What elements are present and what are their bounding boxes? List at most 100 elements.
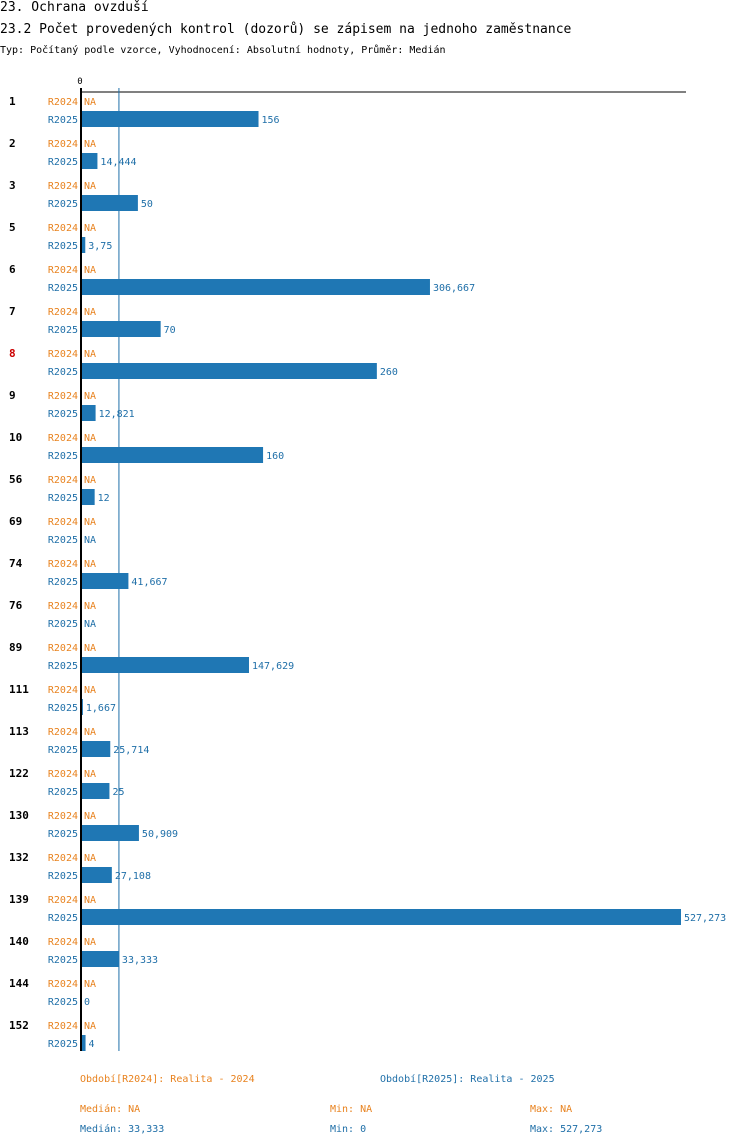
series-label-r2024: R2024 — [48, 811, 78, 822]
data-label-r2024: NA — [84, 265, 96, 276]
data-label-r2025: NA — [84, 619, 96, 630]
category-label: 152 — [9, 1019, 29, 1032]
series-label-r2024: R2024 — [48, 727, 78, 738]
data-label-r2025: 0 — [84, 997, 90, 1008]
series-label-r2024: R2024 — [48, 559, 78, 570]
series-label-r2025: R2025 — [48, 199, 78, 210]
bar-r2025 — [81, 951, 119, 967]
series-label-r2025: R2025 — [48, 829, 78, 840]
bar-r2025 — [81, 111, 259, 127]
data-label-r2025: 27,108 — [115, 871, 151, 882]
bar-r2025 — [81, 447, 264, 463]
series-label-r2025: R2025 — [48, 703, 78, 714]
stat-max-2025: Max: 527,273 — [530, 1124, 603, 1135]
category-label: 2 — [9, 137, 16, 150]
category-label: 10 — [9, 431, 22, 444]
bar-r2025 — [81, 279, 430, 295]
category-label: 1 — [9, 95, 16, 108]
data-label-r2024: NA — [84, 769, 96, 780]
series-label-r2024: R2024 — [48, 853, 78, 864]
data-label-r2025: 14,444 — [100, 157, 136, 168]
data-label-r2025: 527,273 — [684, 913, 726, 924]
series-label-r2024: R2024 — [48, 517, 78, 528]
series-label-r2025: R2025 — [48, 325, 78, 336]
category-label: 132 — [9, 851, 29, 864]
series-label-r2024: R2024 — [48, 475, 78, 486]
series-label-r2024: R2024 — [48, 433, 78, 444]
bar-r2025 — [81, 153, 98, 169]
series-label-r2025: R2025 — [48, 493, 78, 504]
series-label-r2024: R2024 — [48, 601, 78, 612]
series-label-r2024: R2024 — [48, 181, 78, 192]
category-label: 122 — [9, 767, 29, 780]
category-label: 5 — [9, 221, 16, 234]
bar-r2025 — [81, 825, 139, 841]
category-label: 113 — [9, 725, 29, 738]
category-label: 3 — [9, 179, 16, 192]
data-label-r2025: 260 — [380, 367, 398, 378]
bar-r2025 — [81, 237, 86, 253]
data-label-r2024: NA — [84, 349, 96, 360]
data-label-r2025: 25,714 — [113, 745, 149, 756]
series-label-r2025: R2025 — [48, 409, 78, 420]
series-label-r2025: R2025 — [48, 1039, 78, 1050]
series-label-r2025: R2025 — [48, 745, 78, 756]
data-label-r2025: 50 — [141, 199, 153, 210]
category-label: 8 — [9, 347, 16, 360]
data-label-r2024: NA — [84, 1021, 96, 1032]
data-label-r2025: 160 — [266, 451, 284, 462]
category-label: 6 — [9, 263, 16, 276]
data-label-r2025: 1,667 — [86, 703, 116, 714]
data-label-r2024: NA — [84, 601, 96, 612]
stat-max-2024: Max: NA — [530, 1104, 573, 1115]
bar-r2025 — [81, 405, 96, 421]
bar-r2025 — [81, 321, 161, 337]
series-label-r2025: R2025 — [48, 577, 78, 588]
category-label: 140 — [9, 935, 29, 948]
series-label-r2025: R2025 — [48, 157, 78, 168]
series-label-r2025: R2025 — [48, 871, 78, 882]
data-label-r2024: NA — [84, 391, 96, 402]
category-label: 7 — [9, 305, 16, 318]
data-label-r2025: 156 — [262, 115, 280, 126]
category-label: 130 — [9, 809, 29, 822]
data-label-r2025: 147,629 — [252, 661, 294, 672]
bar-r2025 — [81, 741, 111, 757]
data-label-r2024: NA — [84, 223, 96, 234]
data-label-r2025: 70 — [164, 325, 176, 336]
data-label-r2024: NA — [84, 559, 96, 570]
bar-r2025 — [81, 573, 129, 589]
legend-period-2024: Období[R2024]: Realita - 2024 — [80, 1074, 255, 1085]
stat-min-2025: Min: 0 — [330, 1124, 367, 1135]
data-label-r2024: NA — [84, 727, 96, 738]
series-label-r2025: R2025 — [48, 913, 78, 924]
chart-meta: Typ: Počítaný podle vzorce, Vyhodnocení:… — [0, 45, 446, 56]
data-label-r2024: NA — [84, 853, 96, 864]
series-label-r2025: R2025 — [48, 997, 78, 1008]
data-label-r2025: 41,667 — [131, 577, 167, 588]
data-label-r2025: 12,821 — [99, 409, 135, 420]
data-label-r2024: NA — [84, 181, 96, 192]
stat-min-2024: Min: NA — [330, 1104, 373, 1115]
series-label-r2024: R2024 — [48, 643, 78, 654]
bar-r2025 — [81, 657, 249, 673]
bar-r2025 — [81, 363, 377, 379]
bar-r2025 — [81, 867, 112, 883]
stat-median-2025: Medián: 33,333 — [80, 1124, 165, 1135]
series-label-r2024: R2024 — [48, 97, 78, 108]
data-label-r2025: 33,333 — [122, 955, 158, 966]
data-label-r2025: 3,75 — [88, 241, 112, 252]
data-label-r2024: NA — [84, 97, 96, 108]
series-label-r2025: R2025 — [48, 241, 78, 252]
data-label-r2025: 306,667 — [433, 283, 475, 294]
data-label-r2024: NA — [84, 475, 96, 486]
bar-r2025 — [81, 1035, 86, 1051]
data-label-r2024: NA — [84, 139, 96, 150]
legend-period-2025: Období[R2025]: Realita - 2025 — [380, 1074, 555, 1085]
series-label-r2025: R2025 — [48, 115, 78, 126]
data-label-r2025: 4 — [89, 1039, 95, 1050]
category-label: 74 — [9, 557, 23, 570]
series-label-r2025: R2025 — [48, 619, 78, 630]
data-label-r2025: NA — [84, 535, 96, 546]
